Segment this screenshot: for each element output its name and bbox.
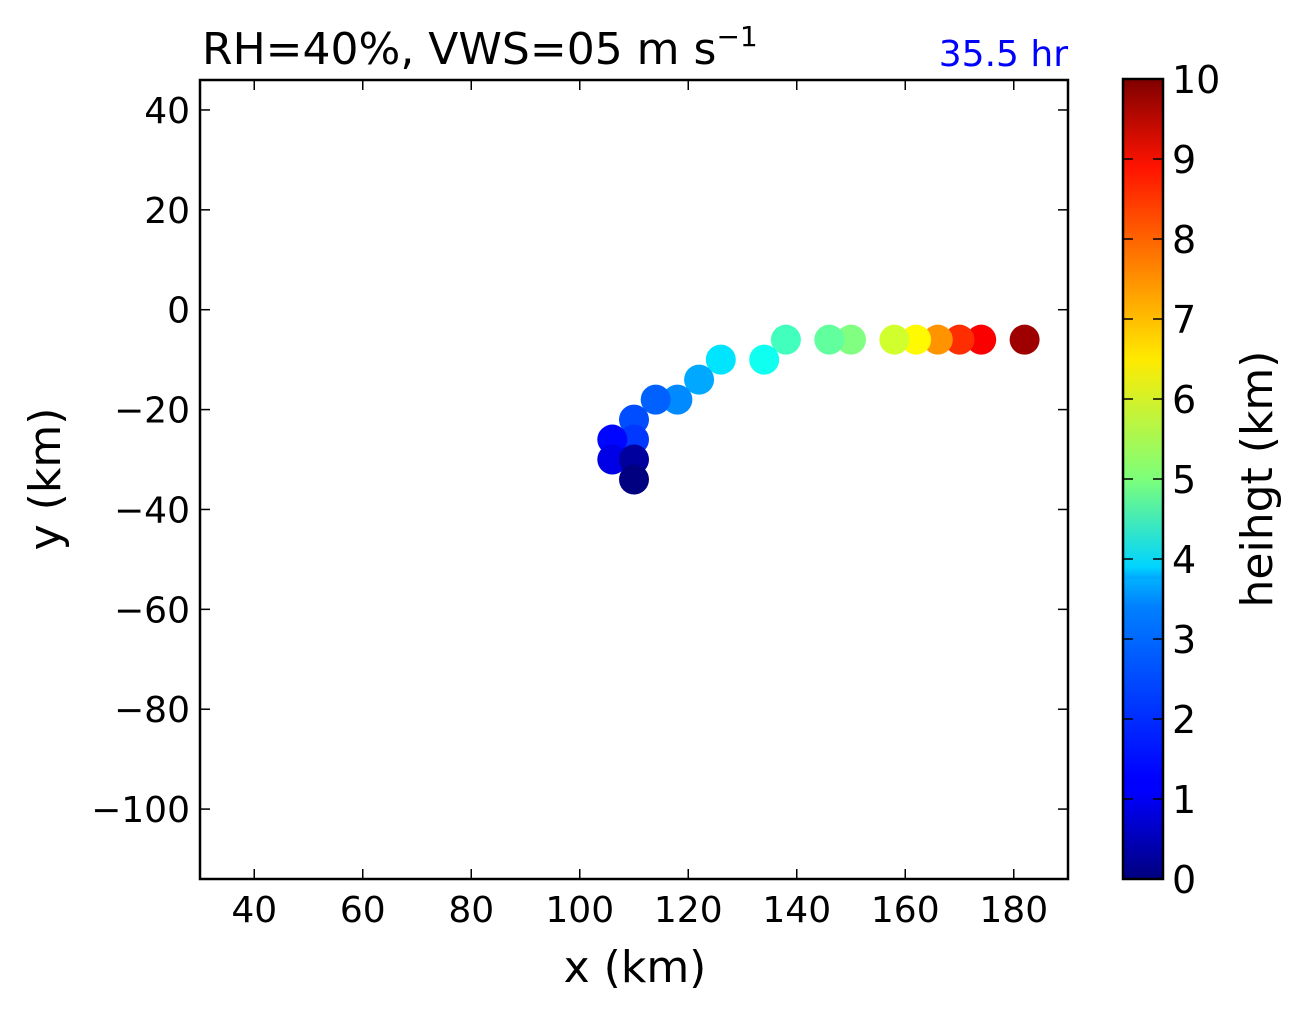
data-point <box>684 364 715 395</box>
data-point <box>879 324 910 355</box>
x-tick-label: 80 <box>448 890 494 931</box>
data-point <box>749 344 780 375</box>
x-tick-label: 160 <box>871 890 940 931</box>
data-point <box>619 464 649 495</box>
colorbar-tick-label: 4 <box>1172 538 1196 582</box>
y-tick-label: −60 <box>114 590 190 631</box>
colorbar-tick-label: 9 <box>1172 138 1196 182</box>
colorbar-tick-label: 2 <box>1172 698 1196 742</box>
x-tick-label: 60 <box>340 890 386 931</box>
colorbar-tick-label: 5 <box>1172 458 1196 502</box>
data-point <box>901 324 932 355</box>
data-points <box>597 324 1040 495</box>
time-label: 35.5 hr <box>939 34 1068 75</box>
y-axis: 40 20 0 −20 −40 −60 −80 −100 <box>91 91 1068 831</box>
x-tick-label: 180 <box>979 890 1048 931</box>
colorbar-tick-label: 1 <box>1172 778 1196 822</box>
y-tick-label: 0 <box>167 291 190 332</box>
y-tick-label: 40 <box>144 91 190 132</box>
y-tick-label: −20 <box>114 391 190 432</box>
x-tick-label: 40 <box>231 890 277 931</box>
x-tick-label: 140 <box>762 890 831 931</box>
y-tick-label: −100 <box>91 790 190 831</box>
y-tick-label: 20 <box>144 191 190 232</box>
y-tick-label: −40 <box>114 490 190 531</box>
colorbar-tick-label: 6 <box>1172 378 1196 422</box>
data-point <box>705 344 736 375</box>
data-point <box>966 324 997 355</box>
y-axis-label: y (km) <box>20 408 71 551</box>
chart-title-superscript: −1 <box>716 20 757 53</box>
y-tick-label: −80 <box>114 690 190 731</box>
colorbar-tick-label: 10 <box>1172 58 1220 102</box>
x-axis-label: x (km) <box>564 942 707 993</box>
colorbar-tick-label: 7 <box>1172 298 1196 342</box>
colorbar-tick-label: 0 <box>1172 858 1196 902</box>
colorbar-ticks: 0 1 2 3 4 5 6 7 8 9 10 <box>1123 58 1220 902</box>
data-point <box>836 324 866 355</box>
data-point <box>944 324 975 355</box>
data-point <box>922 324 953 355</box>
x-tick-label: 120 <box>654 890 723 931</box>
data-point <box>1009 324 1040 355</box>
colorbar-tick-label: 8 <box>1172 218 1196 262</box>
chart-title: RH=40%, VWS=05 m s−1 <box>202 20 758 75</box>
data-point <box>662 384 693 415</box>
x-tick-label: 100 <box>545 890 614 931</box>
colorbar-tick-label: 3 <box>1172 618 1196 662</box>
colorbar-label: heihgt (km) <box>1232 351 1283 608</box>
x-axis: 40 60 80 100 120 140 160 180 <box>231 80 1048 931</box>
data-point <box>814 324 845 355</box>
data-point <box>597 444 628 475</box>
data-point <box>770 324 801 355</box>
data-point <box>640 384 671 415</box>
